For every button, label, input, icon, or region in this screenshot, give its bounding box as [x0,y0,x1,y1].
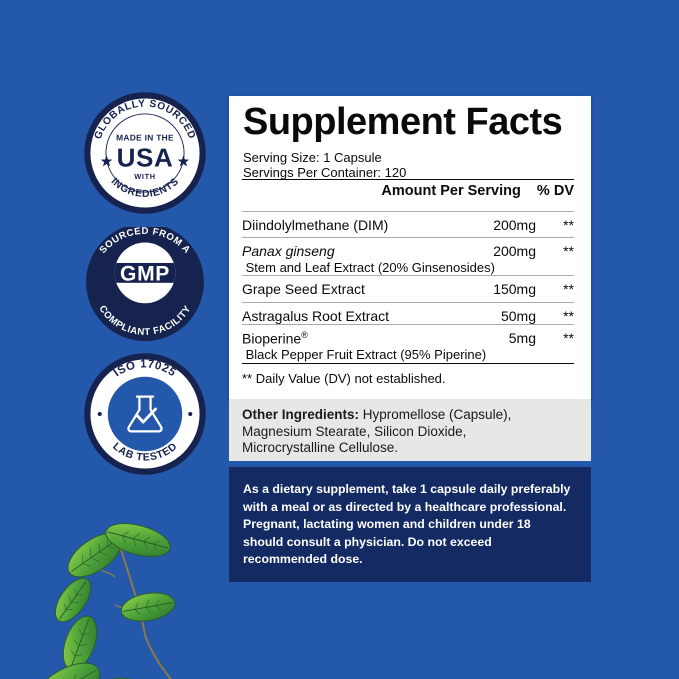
svg-text:GMP: GMP [120,262,170,286]
svg-text:MADE IN THE: MADE IN THE [116,133,174,142]
svg-text:WITH: WITH [134,172,155,181]
svg-text:USA: USA [117,143,174,172]
